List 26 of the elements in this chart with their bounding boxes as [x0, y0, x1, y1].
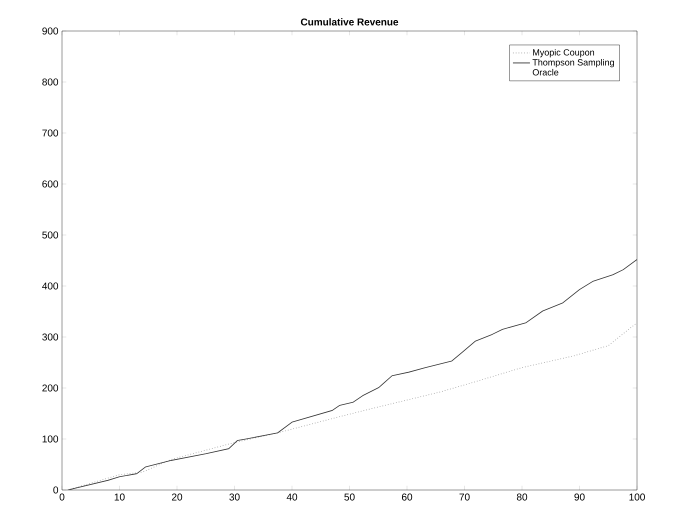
x-tick-label: 30	[229, 494, 240, 501]
x-tick-label: 60	[402, 494, 412, 501]
x-tick-label: 10	[114, 494, 125, 501]
x-tick-label: 20	[172, 494, 182, 501]
y-tick-label: 900	[42, 27, 58, 35]
y-tick-label: 400	[42, 282, 58, 290]
x-tick-label: 70	[459, 494, 470, 501]
y-tick-label: 500	[42, 231, 58, 239]
legend-label: Myopic Coupon	[533, 48, 594, 58]
y-tick-label: 100	[42, 435, 58, 443]
y-tick-label: 600	[42, 180, 58, 188]
y-tick-label: 800	[42, 78, 58, 86]
line-series	[67, 259, 638, 490]
y-tick-label: 200	[42, 384, 58, 392]
x-tick-label: 90	[574, 494, 585, 501]
chart-title: Cumulative Revenue	[300, 18, 398, 26]
legend-label: Thompson Sampling	[532, 58, 614, 68]
y-tick-label: 0	[53, 486, 58, 494]
y-tick-label: 300	[42, 333, 58, 341]
x-tick-label: 40	[286, 494, 298, 501]
x-tick-label: 100	[629, 494, 645, 501]
text: Oracle	[532, 68, 558, 76]
x-tick-label: 0	[60, 494, 64, 501]
x-tick-label: 80	[516, 494, 528, 501]
y-tick-label: 700	[42, 129, 58, 137]
x-tick-label: 50	[344, 494, 355, 501]
